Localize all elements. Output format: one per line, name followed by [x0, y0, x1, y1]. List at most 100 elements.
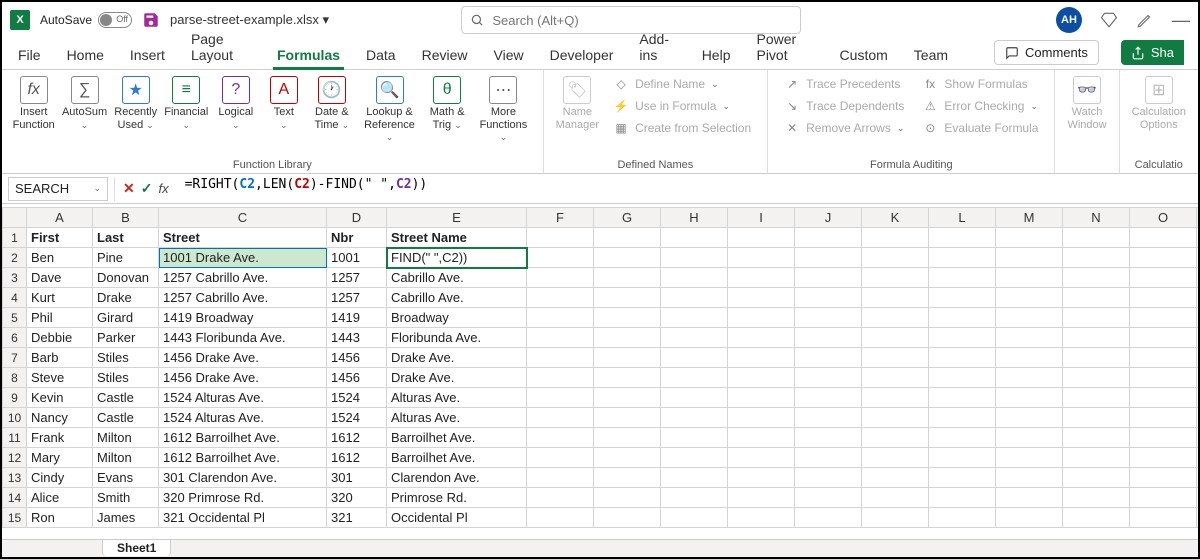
cell-J13[interactable]	[795, 468, 862, 488]
cell-H1[interactable]	[661, 228, 728, 248]
cell-K1[interactable]	[862, 228, 929, 248]
cell-J4[interactable]	[795, 288, 862, 308]
cell-M2[interactable]	[996, 248, 1063, 268]
cell-G4[interactable]	[594, 288, 661, 308]
cell-M4[interactable]	[996, 288, 1063, 308]
cell-M6[interactable]	[996, 328, 1063, 348]
cell-I14[interactable]	[728, 488, 795, 508]
cell-B14[interactable]: Smith	[93, 488, 159, 508]
cell-I5[interactable]	[728, 308, 795, 328]
cell-A2[interactable]: Ben	[27, 248, 93, 268]
cell-G14[interactable]	[594, 488, 661, 508]
cell-O10[interactable]	[1130, 408, 1197, 428]
cell-J5[interactable]	[795, 308, 862, 328]
cell-L12[interactable]	[929, 448, 996, 468]
cell-C12[interactable]: 1612 Barroilhet Ave.	[159, 448, 327, 468]
date-time-button[interactable]: 🕐Date &Time ⌄	[309, 74, 355, 133]
cell-N1[interactable]	[1063, 228, 1130, 248]
cell-M3[interactable]	[996, 268, 1063, 288]
cell-K5[interactable]	[862, 308, 929, 328]
cell-L14[interactable]	[929, 488, 996, 508]
text-button[interactable]: AText⌄	[261, 74, 307, 133]
row-header-6[interactable]: 6	[3, 328, 27, 348]
cell-N11[interactable]	[1063, 428, 1130, 448]
cell-C6[interactable]: 1443 Floribunda Ave.	[159, 328, 327, 348]
row-header-13[interactable]: 13	[3, 468, 27, 488]
cell-D14[interactable]: 320	[327, 488, 387, 508]
cell-N12[interactable]	[1063, 448, 1130, 468]
cell-P2[interactable]	[1197, 248, 1199, 268]
cell-E6[interactable]: Floribunda Ave.	[387, 328, 527, 348]
cell-C3[interactable]: 1257 Cabrillo Ave.	[159, 268, 327, 288]
comments-button[interactable]: Comments	[994, 40, 1099, 65]
cell-K2[interactable]	[862, 248, 929, 268]
cell-D1[interactable]: Nbr	[327, 228, 387, 248]
cell-D5[interactable]: 1419	[327, 308, 387, 328]
cell-C1[interactable]: Street	[159, 228, 327, 248]
cell-I9[interactable]	[728, 388, 795, 408]
cell-P13[interactable]	[1197, 468, 1199, 488]
cell-M1[interactable]	[996, 228, 1063, 248]
cell-B9[interactable]: Castle	[93, 388, 159, 408]
cell-D12[interactable]: 1612	[327, 448, 387, 468]
cell-B10[interactable]: Castle	[93, 408, 159, 428]
minimize-button[interactable]: —	[1172, 10, 1190, 31]
col-header-M[interactable]: M	[996, 208, 1063, 228]
col-header-E[interactable]: E	[387, 208, 527, 228]
cell-F7[interactable]	[527, 348, 594, 368]
cell-D8[interactable]: 1456	[327, 368, 387, 388]
cell-K12[interactable]	[862, 448, 929, 468]
col-header-J[interactable]: J	[795, 208, 862, 228]
cell-B8[interactable]: Stiles	[93, 368, 159, 388]
cell-J15[interactable]	[795, 508, 862, 528]
cell-B5[interactable]: Girard	[93, 308, 159, 328]
cell-K9[interactable]	[862, 388, 929, 408]
financial-button[interactable]: ≡Financial⌄	[162, 74, 211, 133]
cell-E8[interactable]: Drake Ave.	[387, 368, 527, 388]
cell-N7[interactable]	[1063, 348, 1130, 368]
cell-B7[interactable]: Stiles	[93, 348, 159, 368]
cell-E3[interactable]: Cabrillo Ave.	[387, 268, 527, 288]
cell-H6[interactable]	[661, 328, 728, 348]
cell-I1[interactable]	[728, 228, 795, 248]
cell-H5[interactable]	[661, 308, 728, 328]
cell-J14[interactable]	[795, 488, 862, 508]
cell-O13[interactable]	[1130, 468, 1197, 488]
cell-B3[interactable]: Donovan	[93, 268, 159, 288]
cell-L8[interactable]	[929, 368, 996, 388]
cell-I4[interactable]	[728, 288, 795, 308]
cell-K8[interactable]	[862, 368, 929, 388]
cell-C13[interactable]: 301 Clarendon Ave.	[159, 468, 327, 488]
cell-P5[interactable]	[1197, 308, 1199, 328]
cell-M5[interactable]	[996, 308, 1063, 328]
save-icon[interactable]	[142, 11, 160, 29]
lookup-reference-button[interactable]: 🔍Lookup &Reference ⌄	[357, 74, 422, 146]
cell-A8[interactable]: Steve	[27, 368, 93, 388]
toggle-switch[interactable]: Off	[98, 12, 132, 28]
diamond-icon[interactable]	[1100, 11, 1118, 29]
cell-M15[interactable]	[996, 508, 1063, 528]
cell-F15[interactable]	[527, 508, 594, 528]
cell-C9[interactable]: 1524 Alturas Ave.	[159, 388, 327, 408]
cell-A4[interactable]: Kurt	[27, 288, 93, 308]
cell-D13[interactable]: 301	[327, 468, 387, 488]
cell-H14[interactable]	[661, 488, 728, 508]
cell-J3[interactable]	[795, 268, 862, 288]
col-header-G[interactable]: G	[594, 208, 661, 228]
cell-G8[interactable]	[594, 368, 661, 388]
cell-L7[interactable]	[929, 348, 996, 368]
cell-O9[interactable]	[1130, 388, 1197, 408]
cell-P7[interactable]	[1197, 348, 1199, 368]
row-header-4[interactable]: 4	[3, 288, 27, 308]
cell-G15[interactable]	[594, 508, 661, 528]
cell-F1[interactable]	[527, 228, 594, 248]
row-header-1[interactable]: 1	[3, 228, 27, 248]
cell-E12[interactable]: Barroilhet Ave.	[387, 448, 527, 468]
tab-formulas[interactable]: Formulas	[275, 41, 342, 69]
cell-K15[interactable]	[862, 508, 929, 528]
formula-input[interactable]: =RIGHT(C2,LEN(C2)-FIND(" ",C2))	[177, 177, 1198, 201]
search-box[interactable]	[461, 6, 801, 34]
cell-J6[interactable]	[795, 328, 862, 348]
cell-H11[interactable]	[661, 428, 728, 448]
cell-H15[interactable]	[661, 508, 728, 528]
